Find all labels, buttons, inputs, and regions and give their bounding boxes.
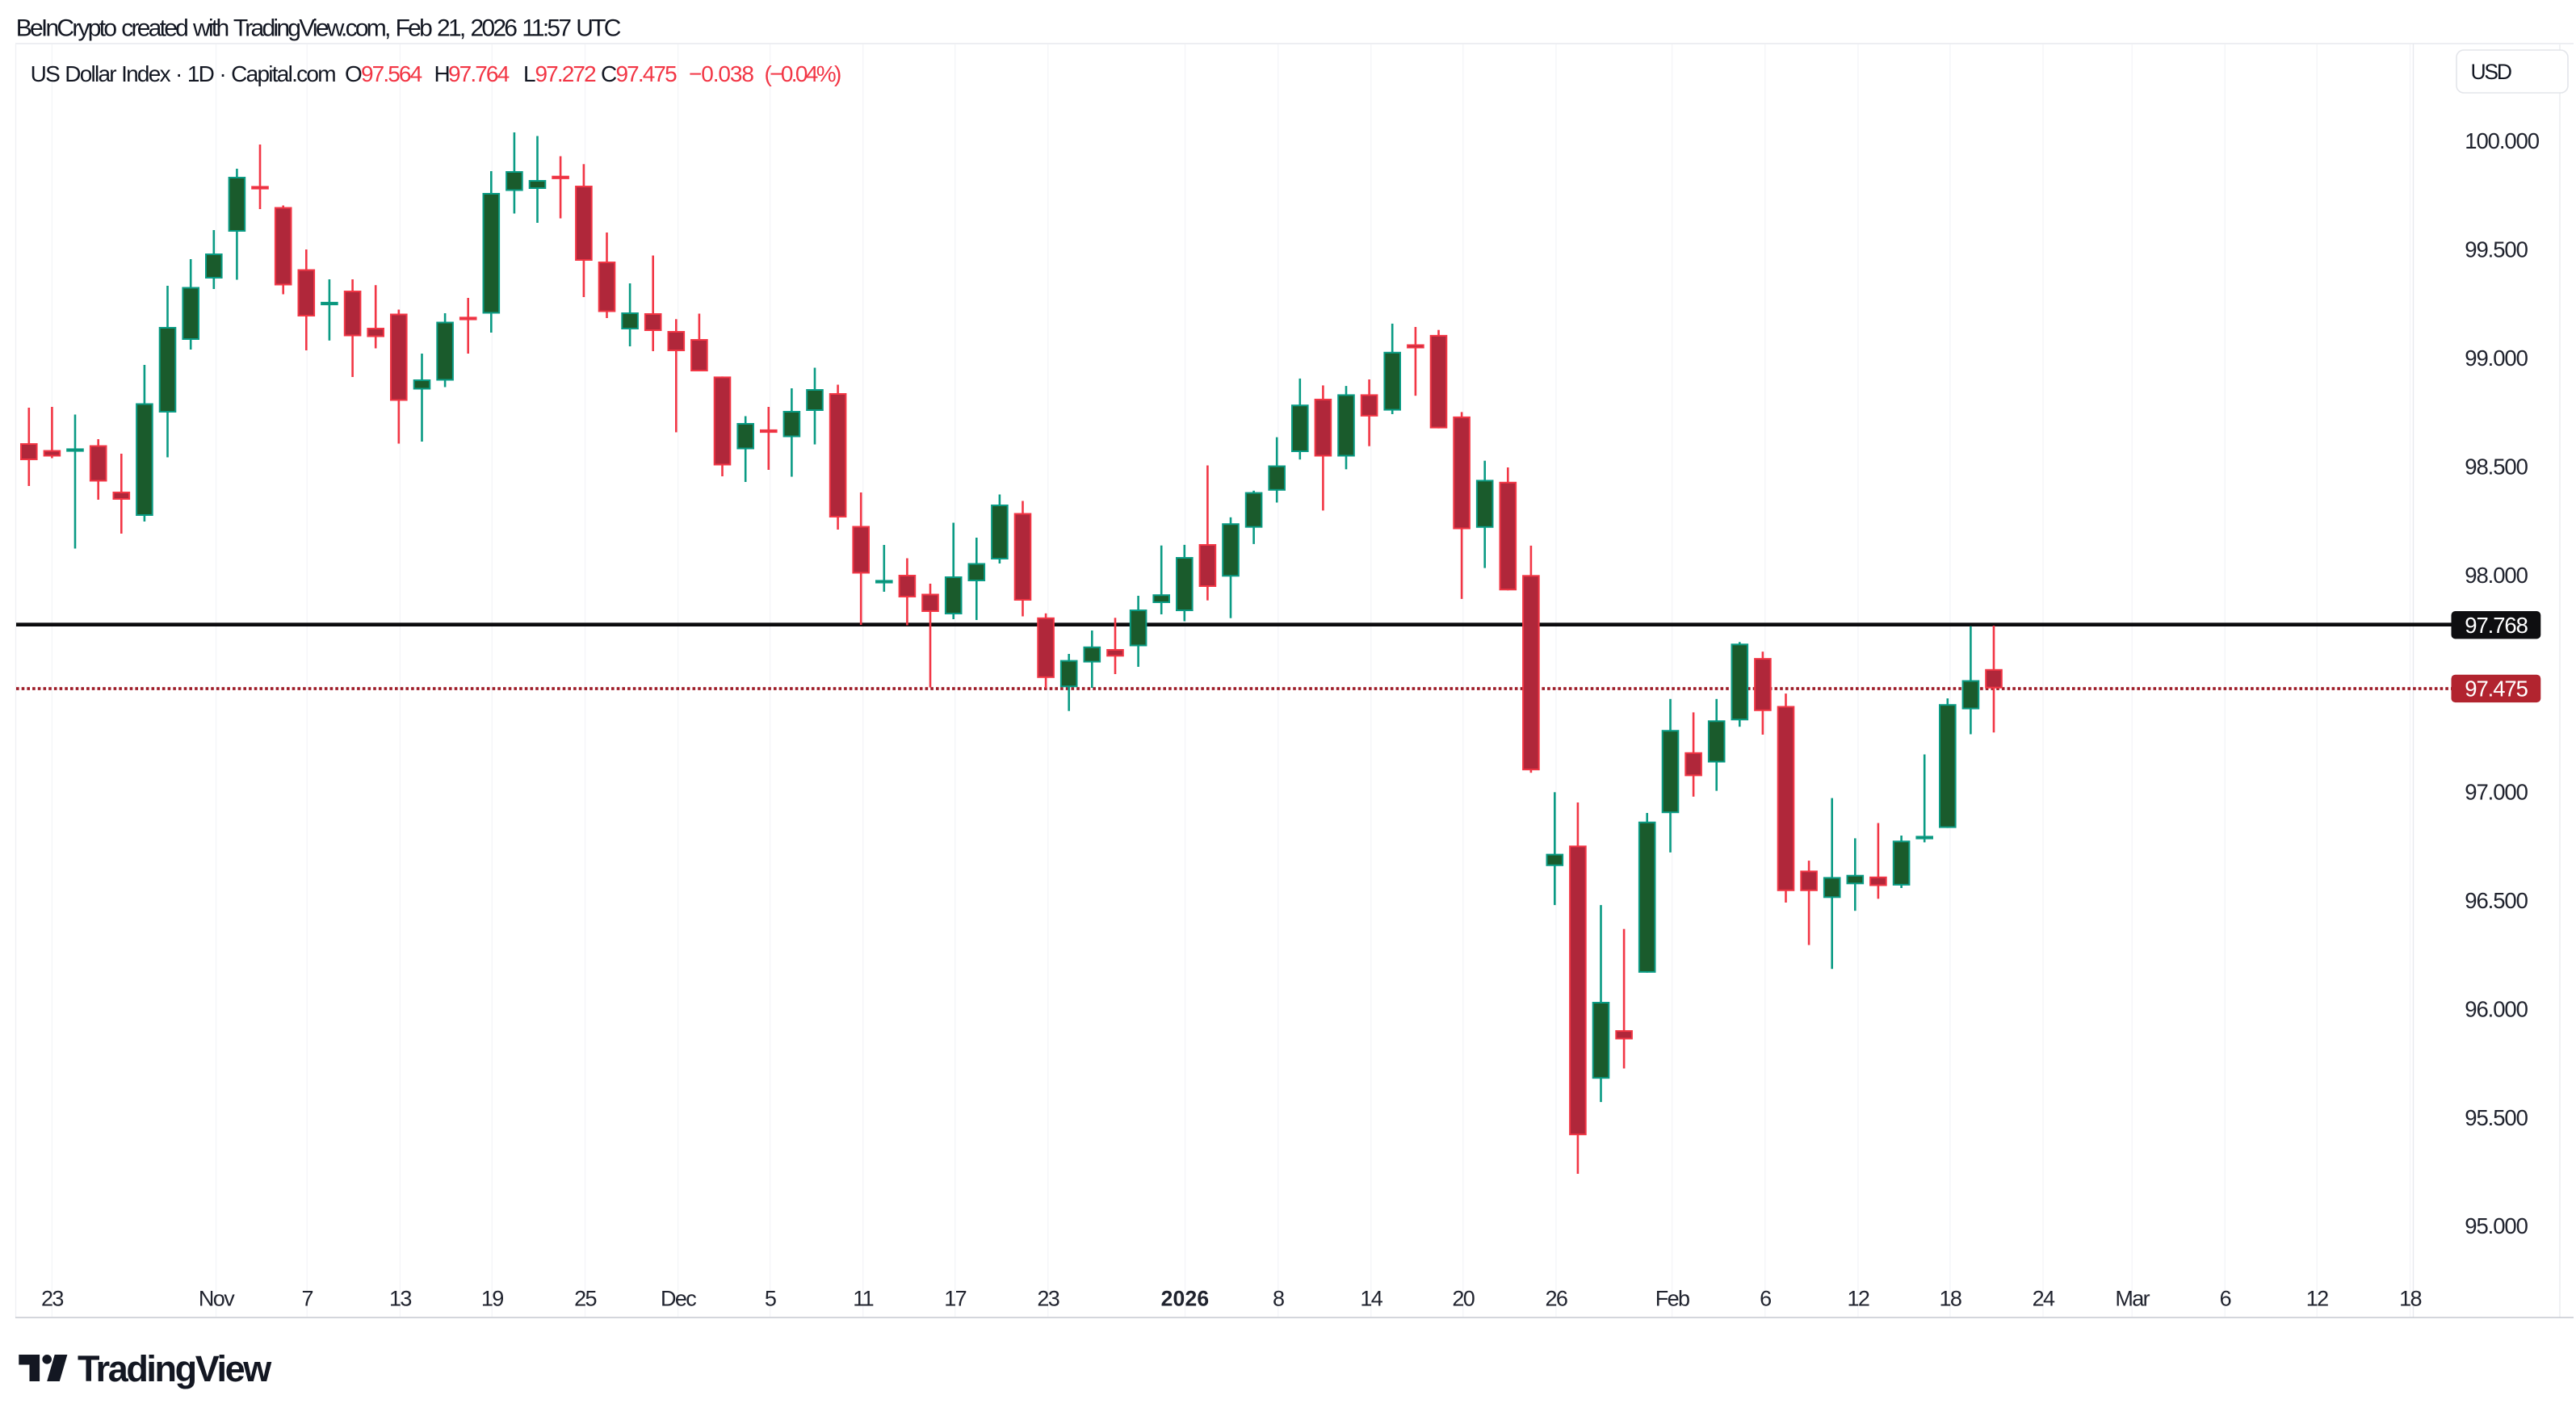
svg-text:18: 18 <box>1939 1286 1961 1310</box>
svg-text:100.000: 100.000 <box>2465 128 2540 153</box>
svg-text:2026: 2026 <box>1161 1286 1210 1310</box>
svg-text:12: 12 <box>1847 1286 1869 1310</box>
svg-text:96.500: 96.500 <box>2465 888 2528 913</box>
svg-text:24: 24 <box>2033 1286 2055 1310</box>
svg-text:18: 18 <box>2399 1286 2421 1310</box>
svg-text:(−0.04%): (−0.04%) <box>765 61 841 86</box>
svg-text:13: 13 <box>389 1286 411 1310</box>
svg-text:95.500: 95.500 <box>2465 1105 2528 1130</box>
svg-text:Mar: Mar <box>2115 1286 2150 1310</box>
svg-text:96.000: 96.000 <box>2465 996 2528 1021</box>
svg-text:11: 11 <box>853 1286 873 1310</box>
svg-text:95.000: 95.000 <box>2465 1213 2528 1238</box>
svg-text:O: O <box>345 61 363 86</box>
svg-text:98.500: 98.500 <box>2465 454 2528 479</box>
svg-text:Nov: Nov <box>199 1286 235 1310</box>
svg-text:98.000: 98.000 <box>2465 563 2528 588</box>
svg-text:20: 20 <box>1452 1286 1474 1310</box>
svg-text:C: C <box>601 61 617 86</box>
svg-text:TradingView: TradingView <box>78 1348 272 1389</box>
svg-text:6: 6 <box>1760 1286 1771 1310</box>
svg-text:7: 7 <box>301 1286 313 1310</box>
svg-text:−0.038: −0.038 <box>689 61 753 86</box>
svg-text:26: 26 <box>1545 1286 1567 1310</box>
svg-text:97.475: 97.475 <box>2465 677 2528 702</box>
svg-text:Feb: Feb <box>1655 1286 1689 1310</box>
svg-text:19: 19 <box>481 1286 503 1310</box>
svg-text:14: 14 <box>1360 1286 1382 1310</box>
svg-text:BeInCrypto created with Tradin: BeInCrypto created with TradingView.com,… <box>16 15 621 41</box>
svg-text:23: 23 <box>41 1286 63 1310</box>
svg-text:L: L <box>523 61 536 86</box>
svg-text:12: 12 <box>2306 1286 2328 1310</box>
svg-text:97.475: 97.475 <box>616 61 678 86</box>
svg-text:99.500: 99.500 <box>2465 237 2528 262</box>
svg-text:Dec: Dec <box>661 1286 696 1310</box>
svg-text:97.000: 97.000 <box>2465 780 2528 805</box>
svg-text:23: 23 <box>1037 1286 1059 1310</box>
svg-text:99.000: 99.000 <box>2465 346 2528 371</box>
svg-text:6: 6 <box>2220 1286 2231 1310</box>
svg-text:97.272: 97.272 <box>535 61 597 86</box>
svg-text:25: 25 <box>574 1286 596 1310</box>
svg-text:97.564: 97.564 <box>361 61 422 86</box>
svg-text:USD: USD <box>2471 60 2511 84</box>
svg-text:H: H <box>434 61 451 86</box>
svg-text:US Dollar Index · 1D · Capital: US Dollar Index · 1D · Capital.com <box>31 61 336 86</box>
svg-text:97.764: 97.764 <box>448 61 510 86</box>
svg-text:97.768: 97.768 <box>2465 613 2528 638</box>
svg-text:8: 8 <box>1273 1286 1284 1310</box>
svg-text:17: 17 <box>944 1286 966 1310</box>
svg-text:5: 5 <box>765 1286 776 1310</box>
